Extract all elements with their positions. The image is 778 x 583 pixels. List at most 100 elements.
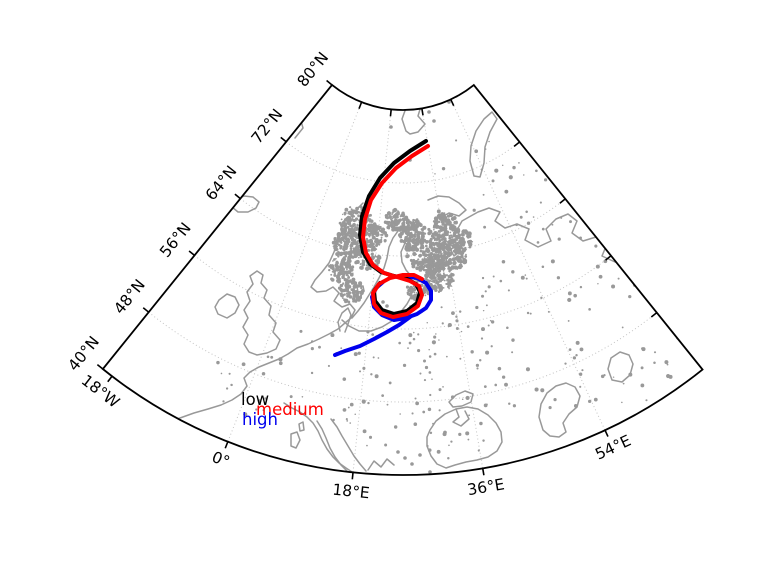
coastline-layer [153,85,639,474]
island-dot [403,456,407,460]
lon-label: 18°E [332,481,371,503]
lake-dot [349,206,352,209]
lake-dot [387,220,391,224]
lake-dot [342,408,347,412]
lake-dot [666,363,669,366]
lake-dot [666,144,669,147]
lat-label: 72°N [248,106,287,148]
lake-dot [455,139,458,142]
lake-dot [448,444,450,447]
lake-dot [442,272,445,275]
lake-dot [553,398,557,402]
lake-dot [336,238,341,243]
lake-dot [406,252,408,255]
lake-dot [333,237,337,241]
lake-dot [339,292,343,296]
lake-dot [441,322,444,325]
lake-dot [455,315,458,318]
lake-dot [481,327,485,332]
lake-dot [445,232,449,237]
lake-dot [668,374,673,379]
lake-dot [447,245,452,250]
lake-dot [451,252,454,255]
lake-dot [541,265,545,269]
coastline-crimea [452,408,470,427]
lake-dot [483,403,488,408]
lake-dot [408,333,413,338]
lake-dot [357,248,361,252]
lake-dot [415,401,420,406]
lake-dot [393,425,398,429]
lake-dot [407,347,409,349]
lon-tick-top [358,101,363,109]
lake-dot [436,449,441,454]
lake-dot [347,300,351,304]
lake-dot [333,247,339,252]
lake-dot [564,186,569,191]
coastline-greece-coast [367,458,395,471]
lake-dot [347,264,352,268]
lake-dot [347,276,351,279]
lake-dot [494,168,499,173]
lat-tick-right [559,198,566,204]
lake-dot [434,173,436,175]
lake-dot [405,219,409,222]
lake-dot [436,234,441,239]
island-dot [396,450,400,454]
lake-dot [255,408,258,411]
lake-dot [422,410,426,414]
lake-dot [435,253,439,258]
lake-dot [266,355,270,359]
lake-dot [374,237,379,242]
lake-dot [355,285,358,288]
lake-dot [572,356,577,360]
lon-tick-bottom [351,472,354,480]
lake-dot [541,227,545,231]
lat-label: 40°N [64,333,103,375]
lake-dot [370,373,373,376]
lake-dot [348,253,353,257]
lake-dot [387,224,391,228]
lake-dot [436,241,439,244]
lake-dot [581,369,584,372]
lake-dot [470,350,474,354]
lake-dot [453,220,457,225]
lake-dot [348,295,353,299]
lake-dot [330,333,335,338]
lake-dot [262,409,265,412]
lake-dot [462,258,468,263]
lake-dot [337,255,340,258]
lake-dot [343,222,348,227]
lake-dot [429,431,433,435]
lake-dot [445,355,448,358]
lake-dot [412,227,416,232]
lake-dot [628,372,633,377]
lake-dot [426,322,428,324]
lake-dot [348,234,351,238]
lake-dot [432,281,434,283]
lake-dot [640,383,645,388]
lake-dot [487,285,491,289]
coastline-kola-whitesea-arctic-coast [427,195,639,267]
coastline-aral-sea [607,351,634,383]
lake-dot [575,354,578,357]
lake-dot [636,203,639,206]
lake-dot [392,208,397,213]
lake-dot [535,169,538,173]
lake-dot [593,397,598,402]
lake-dot [443,256,447,260]
lake-dot [342,260,345,263]
lake-dot [466,235,469,238]
lake-dot [352,288,355,291]
lon-tick-bottom [107,375,113,383]
lat-tick-left [326,79,333,86]
lake-dot [448,242,451,245]
lake-dot [524,274,527,276]
legend-label-medium: medium [256,400,324,419]
lake-dot [346,419,349,422]
lake-dot [354,239,357,241]
lake-dot [418,223,423,228]
lake-dot [445,251,450,256]
lake-dot [344,213,346,216]
